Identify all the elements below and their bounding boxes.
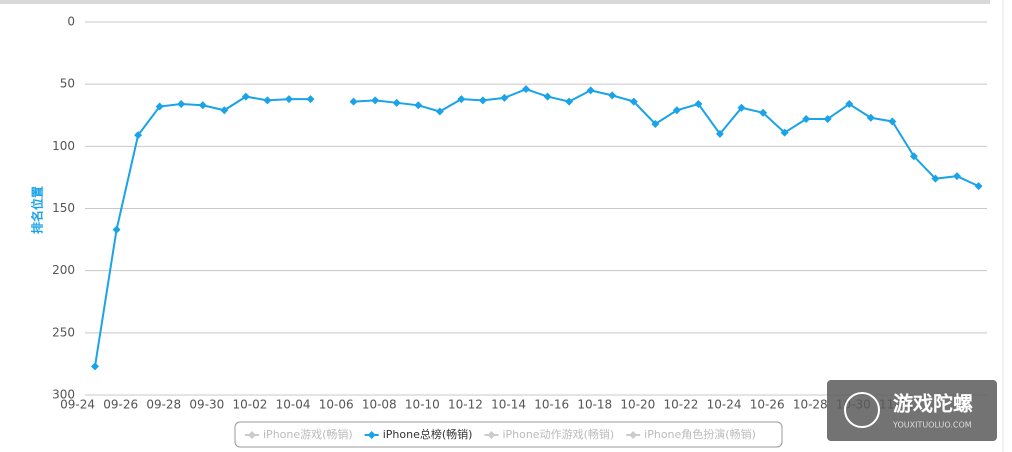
x-tick-label: 10-18: [577, 398, 612, 412]
data-point: [414, 101, 423, 110]
x-tick-label: 10-24: [707, 398, 742, 412]
legend: iPhone游戏(畅销) iPhone总榜(畅销) iPhone动作游戏(畅销) iP…: [234, 421, 783, 448]
y-tick-label: 0: [67, 15, 75, 29]
data-point: [737, 103, 746, 112]
data-point: [478, 96, 487, 105]
data-point: [866, 113, 875, 122]
data-point: [823, 114, 832, 123]
data-point: [500, 93, 509, 102]
legend-marker: [487, 431, 496, 439]
watermark-title: 游戏陀螺: [893, 392, 973, 416]
data-point: [349, 97, 358, 106]
data-point: [371, 96, 380, 105]
y-axis-title: 排名位置: [30, 186, 45, 234]
data-point: [543, 92, 552, 101]
x-tick-label: 09-26: [103, 398, 138, 412]
data-point: [909, 152, 918, 161]
data-point: [953, 172, 961, 181]
data-point: [392, 98, 401, 107]
data-point: [694, 100, 703, 109]
y-tick-label: 300: [52, 388, 75, 402]
data-point: [565, 97, 574, 106]
data-point: [241, 92, 250, 101]
x-tick-label: 10-28: [793, 398, 828, 412]
legend-label: iPhone总榜(畅销): [383, 427, 473, 441]
legend-label: iPhone角色扮演(畅销): [644, 427, 756, 441]
x-tick-label: 10-26: [750, 398, 785, 412]
data-point: [112, 225, 121, 234]
legend-item[interactable]: iPhone角色扮演(畅销): [626, 427, 756, 441]
data-point: [198, 101, 207, 110]
data-point: [435, 107, 444, 116]
x-tick-label: 10-08: [362, 398, 397, 412]
legend-label: iPhone游戏(畅销): [263, 427, 353, 441]
data-point: [802, 114, 811, 123]
data-point: [306, 95, 315, 104]
data-point: [888, 117, 897, 126]
data-point: [177, 100, 186, 109]
x-tick-label: 10-10: [405, 398, 440, 412]
data-point: [715, 129, 724, 138]
x-tick-label: 09-24: [60, 398, 95, 412]
data-point: [155, 102, 164, 111]
top-bar: [0, 0, 990, 4]
legend-marker: [629, 431, 638, 439]
x-tick-label: 10-02: [233, 398, 268, 412]
legend-item[interactable]: iPhone游戏(畅销): [245, 427, 353, 441]
x-tick-label: 10-14: [491, 398, 526, 412]
data-point: [586, 86, 595, 95]
y-tick-label: 250: [52, 325, 75, 339]
series-line: [94, 88, 979, 367]
x-tick-label: 10-04: [276, 398, 311, 412]
x-tick-label: 09-28: [146, 398, 181, 412]
legend-item[interactable]: iPhone总榜(畅销): [364, 427, 473, 441]
y-tick-label: 200: [52, 263, 75, 277]
y-tick-label: 150: [52, 201, 75, 215]
data-point: [457, 95, 466, 104]
legend-label: iPhone动作游戏(畅销): [502, 427, 614, 441]
watermark: 游戏陀螺 YOUXITUOLUO.COM: [827, 380, 997, 441]
data-point: [220, 106, 229, 115]
x-tick-label: 09-30: [189, 398, 224, 412]
watermark-logo: [844, 392, 880, 428]
legend-marker: [367, 431, 376, 439]
data-point: [931, 174, 940, 183]
data-point: [780, 128, 789, 137]
x-tick-label: 10-12: [448, 398, 483, 412]
data-point: [651, 119, 660, 128]
x-tick-label: 10-22: [664, 398, 699, 412]
data-point: [522, 85, 530, 94]
data-point: [284, 95, 293, 104]
data-point: [91, 362, 99, 371]
data-point: [134, 131, 143, 140]
watermark-subtitle: YOUXITUOLUO.COM: [892, 421, 972, 430]
x-tick-label: 10-20: [620, 398, 655, 412]
data-point: [263, 96, 272, 105]
data-point: [974, 182, 983, 191]
legend-item[interactable]: iPhone动作游戏(畅销): [484, 427, 614, 441]
x-tick-label: 10-16: [534, 398, 569, 412]
y-tick-label: 100: [52, 139, 75, 153]
data-point: [759, 108, 768, 117]
y-tick-label: 50: [60, 77, 75, 91]
legend-marker: [248, 431, 256, 439]
data-point: [608, 91, 617, 100]
data-point: [672, 106, 681, 115]
x-tick-label: 10-06: [319, 398, 354, 412]
data-point: [629, 97, 638, 106]
data-point: [845, 100, 854, 109]
legend-box: [234, 421, 783, 448]
